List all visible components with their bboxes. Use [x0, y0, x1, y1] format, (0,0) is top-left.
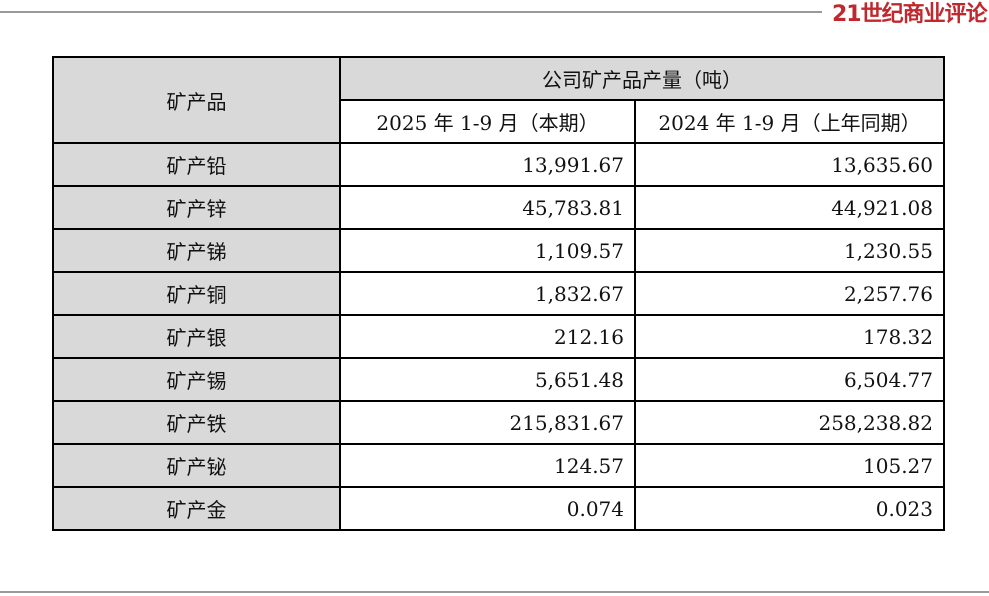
value-cell: 215,831.67	[339, 400, 636, 445]
product-cell: 矿产银	[52, 314, 341, 359]
product-cell: 矿产铁	[52, 400, 341, 445]
value-cell: 212.16	[339, 314, 636, 359]
product-cell: 矿产铜	[52, 271, 341, 316]
table-row: 矿产铋 124.57 105.27	[52, 443, 945, 488]
bottom-rule	[0, 591, 989, 593]
value-cell: 1,832.67	[339, 271, 636, 316]
header-product: 矿产品	[52, 56, 341, 144]
product-cell: 矿产锌	[52, 185, 341, 230]
logo: 21世纪商业评论	[832, 2, 988, 27]
value-cell: 6,504.77	[634, 357, 945, 402]
product-cell: 矿产金	[52, 486, 341, 531]
value-cell: 2,257.76	[634, 271, 945, 316]
value-cell: 13,991.67	[339, 142, 636, 187]
table-row: 矿产锑 1,109.57 1,230.55	[52, 228, 945, 273]
product-cell: 矿产铅	[52, 142, 341, 187]
value-cell: 178.32	[634, 314, 945, 359]
value-cell: 105.27	[634, 443, 945, 488]
table-row: 矿产锌 45,783.81 44,921.08	[52, 185, 945, 230]
table-row: 矿产铁 215,831.67 258,238.82	[52, 400, 945, 445]
top-rule	[0, 11, 822, 13]
table-body: 矿产铅 13,991.67 13,635.60 矿产锌 45,783.81 44,921.…	[52, 142, 945, 531]
header-group: 公司矿产品产量（吨）	[339, 56, 945, 101]
table-row: 矿产铅 13,991.67 13,635.60	[52, 142, 945, 187]
header-column: 2024 年 1-9 月（上年同期）	[634, 99, 945, 144]
value-cell: 258,238.82	[634, 400, 945, 445]
table-row: 矿产金 0.074 0.023	[52, 486, 945, 531]
header-column: 2025 年 1-9 月（本期）	[339, 99, 636, 144]
table-row: 矿产银 212.16 178.32	[52, 314, 945, 359]
product-cell: 矿产锑	[52, 228, 341, 273]
production-table: 矿产品 公司矿产品产量（吨） 2025 年 1-9 月（本期） 2024 年 1…	[52, 56, 945, 531]
value-cell: 13,635.60	[634, 142, 945, 187]
value-cell: 45,783.81	[339, 185, 636, 230]
table-row: 矿产铜 1,832.67 2,257.76	[52, 271, 945, 316]
value-cell: 0.023	[634, 486, 945, 531]
value-cell: 1,109.57	[339, 228, 636, 273]
table-row: 矿产锡 5,651.48 6,504.77	[52, 357, 945, 402]
product-cell: 矿产锡	[52, 357, 341, 402]
product-cell: 矿产铋	[52, 443, 341, 488]
value-cell: 0.074	[339, 486, 636, 531]
value-cell: 5,651.48	[339, 357, 636, 402]
value-cell: 44,921.08	[634, 185, 945, 230]
value-cell: 124.57	[339, 443, 636, 488]
value-cell: 1,230.55	[634, 228, 945, 273]
